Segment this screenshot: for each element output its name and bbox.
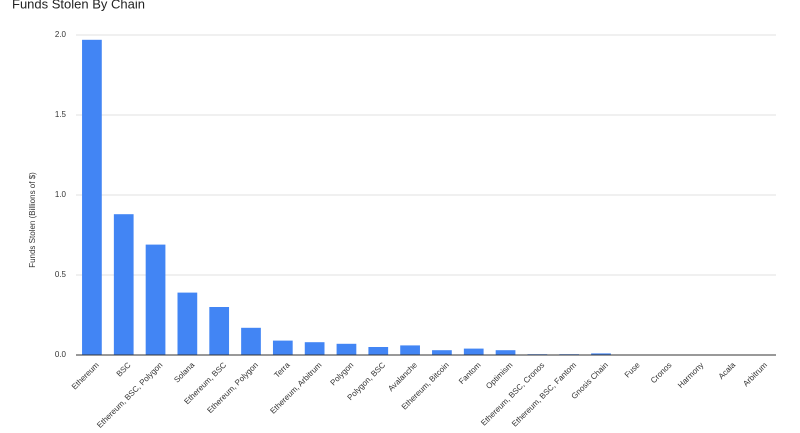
bar: [82, 39, 102, 356]
x-tick-label: Acala: [717, 360, 738, 381]
bar: [177, 292, 198, 355]
bar: [113, 214, 134, 355]
x-tick-label: Fantom: [457, 360, 483, 386]
x-tick-label: Fuse: [623, 360, 642, 379]
x-tick-label: Harmony: [676, 361, 705, 390]
bar: [432, 350, 452, 355]
bar: [368, 347, 389, 355]
x-tick-label: Cronos: [649, 361, 674, 386]
y-axis-label: Funds Stolen (Billions of $): [28, 172, 37, 268]
y-tick-label: 2.0: [55, 30, 67, 39]
bar: [336, 343, 357, 355]
y-tick-label: 1.5: [55, 110, 67, 119]
x-tick-label: Solana: [172, 360, 196, 384]
y-tick-label: 0.0: [55, 350, 67, 359]
bar: [272, 340, 293, 355]
bar: [209, 307, 230, 355]
x-tick-label: Polygon: [329, 361, 356, 388]
x-tick-label: Terra: [272, 360, 292, 380]
bar: [495, 350, 516, 355]
bar: [463, 348, 484, 355]
x-tick-label: Ethereum, BSC, Fantom: [510, 360, 578, 428]
bar: [400, 345, 420, 355]
y-tick-label: 1.0: [55, 190, 67, 199]
bar: [304, 342, 325, 355]
x-tick-label: Ethereum, BSC, Cronos: [479, 361, 546, 428]
x-tick-label: Ethereum, BSC, Polygon: [95, 361, 164, 430]
x-tick-label: Avalanche: [386, 360, 419, 393]
y-tick-label: 0.5: [55, 270, 67, 279]
bar: [241, 327, 261, 355]
x-tick-label: Optimism: [484, 360, 514, 390]
chart-title: Funds Stolen By Chain: [12, 0, 145, 11]
bar: [145, 244, 166, 355]
bar: [591, 353, 611, 355]
x-tick-label: Arbitrum: [741, 360, 769, 388]
x-tick-label: BSC: [115, 360, 133, 378]
x-tick-label: Ethereum: [70, 360, 101, 391]
